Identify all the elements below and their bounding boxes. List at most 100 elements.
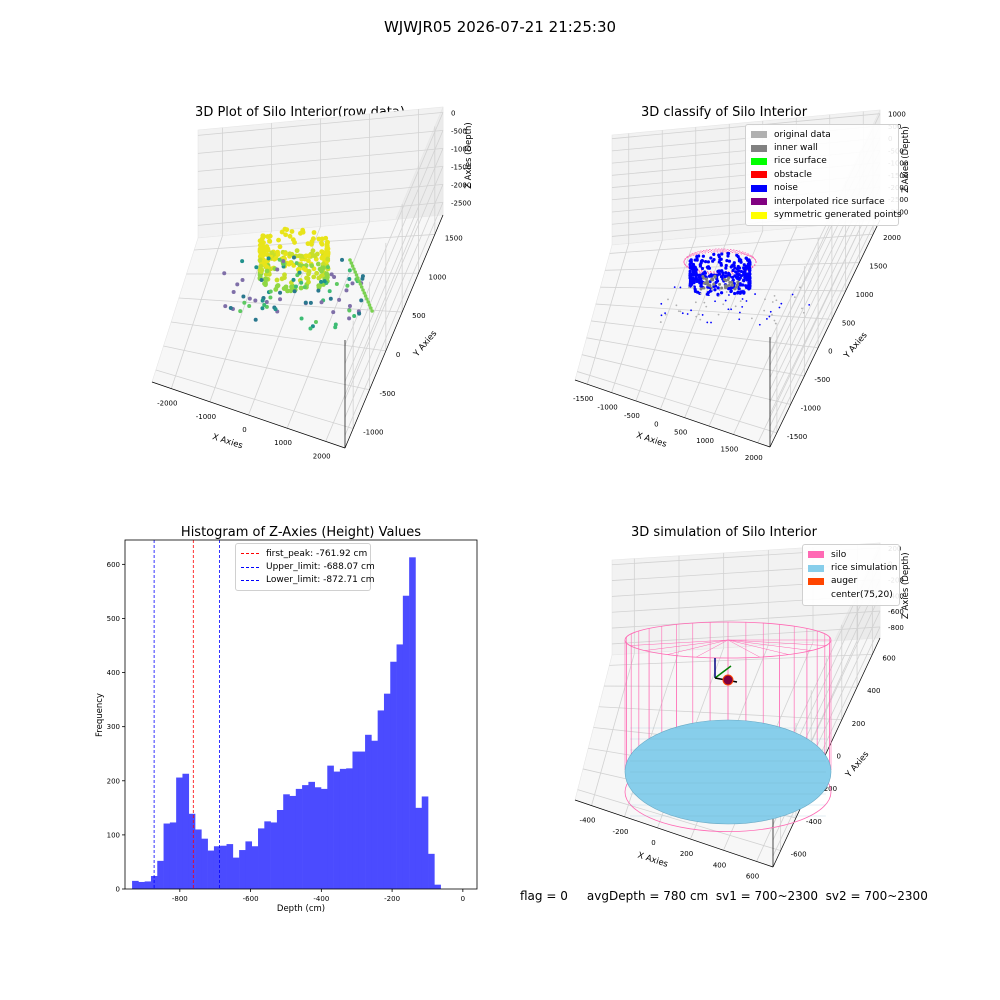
grid-line xyxy=(586,243,630,385)
scatter-point xyxy=(774,322,777,325)
x-tick-label: 600 xyxy=(746,872,759,880)
data-point xyxy=(263,282,268,288)
data-point xyxy=(370,309,374,313)
data-point xyxy=(323,249,329,255)
x-axis-line xyxy=(151,381,346,449)
data-point xyxy=(291,263,297,268)
histogram-bar xyxy=(232,857,240,889)
scatter-point xyxy=(768,315,771,318)
x-tick-label: 1000 xyxy=(274,439,292,447)
noise-point xyxy=(706,260,710,264)
histogram-bar xyxy=(302,785,309,889)
scatter-point xyxy=(698,313,700,316)
noise-point xyxy=(724,263,728,268)
data-point xyxy=(324,273,330,279)
x-tick-label: 2000 xyxy=(745,454,763,462)
classified-points xyxy=(659,248,811,326)
data-point xyxy=(241,294,246,299)
x-tick-label: -1000 xyxy=(597,404,617,412)
x-tick-label: 0 xyxy=(242,426,246,434)
y-tick-label: -1500 xyxy=(787,433,807,441)
data-point xyxy=(267,233,273,239)
z-tick-label: 0 xyxy=(451,109,455,117)
legend-entry: interpolated rice surface xyxy=(751,195,893,208)
data-point xyxy=(301,266,307,271)
data-point xyxy=(299,253,304,259)
x-tick-label: 1000 xyxy=(696,437,714,445)
data-point xyxy=(366,300,371,304)
data-point xyxy=(347,277,352,282)
data-point xyxy=(306,279,311,285)
data-point xyxy=(350,264,355,268)
z-tick-label: -500 xyxy=(451,127,467,135)
scatter-point xyxy=(679,310,682,313)
noise-point xyxy=(691,265,695,269)
data-point xyxy=(260,306,265,311)
data-point xyxy=(319,268,324,274)
data-point xyxy=(257,257,263,263)
y-tick-label: 500 xyxy=(842,319,855,327)
histogram-bar xyxy=(188,813,196,889)
inner-wall-point xyxy=(736,280,740,284)
grid-line xyxy=(609,653,873,666)
data-point xyxy=(281,259,286,264)
data-point xyxy=(273,307,278,312)
legend-swatch xyxy=(808,591,824,598)
silo-roof-line xyxy=(696,639,729,658)
noise-point xyxy=(738,291,742,295)
data-point xyxy=(325,256,331,262)
raw-points xyxy=(222,226,374,331)
noise-point xyxy=(719,263,723,267)
y-tick-label: 0 xyxy=(396,351,400,359)
histogram-bar xyxy=(358,751,366,889)
chart-title: Histogram of Z-Axies (Height) Values xyxy=(181,525,421,540)
data-point xyxy=(261,240,266,246)
legend-label: symmetric generated points xyxy=(774,210,902,221)
grid-line xyxy=(635,237,697,402)
histogram-bar xyxy=(339,768,347,889)
scatter-point xyxy=(686,313,689,315)
y-tick-label: 1500 xyxy=(445,234,463,242)
silo-roof-line xyxy=(727,639,812,651)
y-tick-label: 500 xyxy=(412,312,425,320)
grid-line xyxy=(197,112,444,136)
z-tick-label: -1000 xyxy=(451,145,471,153)
z-tick-label: -2500 xyxy=(451,199,471,207)
legend-label: original data xyxy=(774,129,831,140)
scatter-point xyxy=(734,305,737,308)
histogram-bar xyxy=(226,844,234,889)
noise-point xyxy=(720,269,724,273)
y-axis-line xyxy=(344,214,444,449)
x-axis-label: X Axies xyxy=(211,432,244,451)
legend-swatch xyxy=(751,211,767,219)
data-point xyxy=(223,304,228,309)
histogram-bar xyxy=(264,821,271,889)
grid-line xyxy=(194,234,435,251)
grid-line xyxy=(170,235,223,389)
legend-entry: rice simulation xyxy=(808,561,898,574)
noise-point xyxy=(709,274,713,278)
noise-point xyxy=(726,251,730,256)
inner-wall-point xyxy=(710,278,714,282)
data-point xyxy=(261,259,267,264)
scatter-point xyxy=(711,288,714,291)
scatter-point xyxy=(727,308,730,311)
noise-point xyxy=(726,287,731,291)
x-axis-label: X Axies xyxy=(636,851,669,870)
data-point xyxy=(262,245,267,251)
y-tick-label: 1500 xyxy=(869,263,887,271)
noise-point xyxy=(691,270,696,274)
histogram-bar xyxy=(333,771,341,889)
legend-label: rice simulation xyxy=(831,563,898,574)
data-point xyxy=(349,261,354,265)
z-axis-label: Z Axies (Depth) xyxy=(464,122,474,189)
inner-wall-point xyxy=(724,285,728,289)
data-point xyxy=(306,268,312,274)
histogram-bar xyxy=(138,881,145,889)
noise-point xyxy=(727,271,731,276)
legend-swatch xyxy=(808,551,824,559)
chart-title: 3D classify of Silo Interior xyxy=(641,105,808,120)
scatter-point xyxy=(690,309,692,312)
scatter-point xyxy=(679,286,682,289)
noise-point xyxy=(711,259,715,263)
